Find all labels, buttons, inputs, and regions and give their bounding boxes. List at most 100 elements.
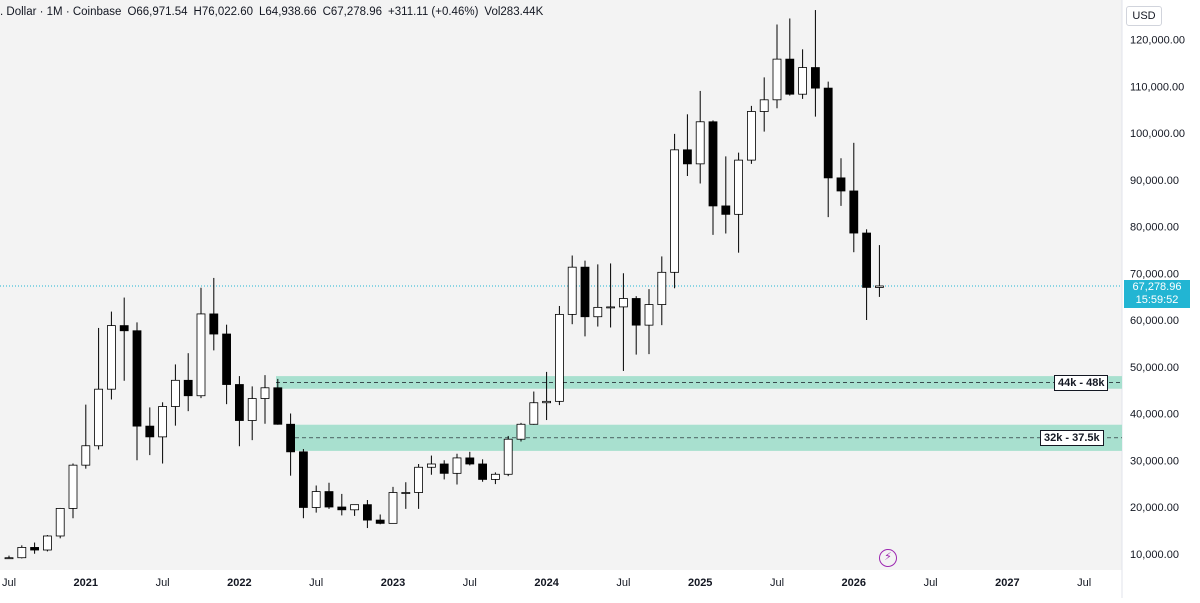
x-tick-label: Jul bbox=[2, 577, 16, 589]
candle-body bbox=[401, 492, 411, 494]
x-tick-label: 2022 bbox=[227, 577, 251, 589]
candle-body bbox=[772, 58, 782, 101]
candle-body bbox=[593, 306, 603, 318]
candle bbox=[324, 482, 334, 509]
candle bbox=[426, 455, 436, 475]
candle-body bbox=[849, 190, 859, 234]
candle-body bbox=[567, 266, 577, 315]
candle-body bbox=[4, 557, 14, 560]
candle bbox=[516, 422, 526, 442]
candle bbox=[811, 10, 820, 117]
candle-body bbox=[759, 99, 769, 112]
candle-body bbox=[555, 313, 564, 402]
symbol-title[interactable]: . Dollar · 1M · Coinbase bbox=[0, 6, 122, 18]
candle-body bbox=[170, 379, 180, 407]
candle bbox=[260, 375, 270, 424]
candle-body bbox=[234, 384, 244, 421]
lightning-icon[interactable]: ⚡ bbox=[879, 549, 897, 567]
y-tick-label: 50,000.00 bbox=[1130, 362, 1179, 374]
y-tick-label: 110,000.00 bbox=[1130, 81, 1184, 93]
candle bbox=[836, 158, 846, 206]
y-tick-label: 40,000.00 bbox=[1130, 409, 1179, 421]
candle bbox=[222, 324, 232, 405]
candle bbox=[644, 289, 654, 355]
candle bbox=[747, 105, 756, 164]
candle-body bbox=[695, 121, 705, 165]
candle bbox=[721, 156, 731, 234]
candle bbox=[94, 327, 103, 450]
candle-body bbox=[823, 87, 833, 179]
candle-body bbox=[683, 149, 692, 165]
candle bbox=[170, 364, 180, 426]
candle bbox=[414, 463, 424, 509]
candle bbox=[298, 449, 308, 519]
candle bbox=[683, 114, 692, 177]
candle bbox=[439, 460, 449, 480]
candles bbox=[4, 10, 884, 560]
candle-body bbox=[273, 387, 283, 425]
candle-body bbox=[183, 379, 193, 397]
candle-body bbox=[17, 547, 27, 559]
candle bbox=[81, 404, 91, 469]
candle-body bbox=[247, 398, 257, 421]
candle-body bbox=[94, 388, 103, 447]
candle bbox=[823, 81, 833, 218]
candle bbox=[670, 133, 679, 289]
candle bbox=[158, 402, 168, 464]
x-tick-label: 2027 bbox=[995, 577, 1019, 589]
support-zones bbox=[276, 376, 1122, 451]
y-tick-label: 90,000.00 bbox=[1130, 175, 1179, 187]
candle-body bbox=[68, 464, 78, 509]
candle-body bbox=[542, 400, 551, 404]
x-tick-label: Jul bbox=[616, 577, 630, 589]
candle bbox=[465, 451, 475, 466]
candle-body bbox=[452, 457, 462, 474]
candle bbox=[798, 49, 807, 99]
candle-body bbox=[119, 325, 129, 332]
candle bbox=[734, 152, 743, 253]
candle-body bbox=[107, 325, 116, 390]
bar-countdown: 15:59:52 bbox=[1135, 294, 1179, 306]
candle bbox=[132, 322, 142, 461]
y-tick-label: 60,000.00 bbox=[1130, 315, 1179, 327]
candle bbox=[401, 482, 411, 509]
candle bbox=[209, 277, 219, 351]
candle bbox=[17, 545, 27, 559]
candle bbox=[337, 493, 347, 516]
candle-body bbox=[811, 67, 820, 89]
y-tick-label: 20,000.00 bbox=[1130, 502, 1179, 514]
y-axis-ticks: 10,000.00 20,000.00 30,000.00 40,000.00 50,0… bbox=[1130, 35, 1185, 561]
candle-body bbox=[426, 463, 436, 468]
candle-body bbox=[516, 423, 526, 440]
legend-header: . Dollar · 1M · Coinbase O66,971.54 H76,… bbox=[0, 6, 549, 24]
candle bbox=[657, 256, 667, 326]
candle-body bbox=[324, 491, 334, 508]
candle-body bbox=[55, 508, 65, 537]
time-scale[interactable] bbox=[0, 570, 1122, 598]
candle bbox=[388, 486, 398, 524]
candle-body bbox=[209, 313, 219, 335]
y-tick-label: 80,000.00 bbox=[1130, 222, 1179, 234]
candle-body bbox=[350, 504, 360, 511]
y-tick-label: 30,000.00 bbox=[1130, 455, 1179, 467]
candle bbox=[119, 297, 129, 381]
y-tick-label: 10,000.00 bbox=[1130, 549, 1179, 561]
candle bbox=[145, 407, 155, 456]
candle bbox=[68, 463, 78, 519]
candle-body bbox=[260, 387, 270, 399]
candle bbox=[452, 453, 462, 485]
candle-body bbox=[503, 438, 513, 475]
candle bbox=[567, 255, 577, 325]
candle bbox=[362, 499, 372, 529]
candle bbox=[478, 459, 488, 482]
candle-body bbox=[644, 304, 654, 326]
currency-button[interactable]: USD bbox=[1126, 6, 1162, 26]
zone-label-upper[interactable]: 44k - 48k bbox=[1054, 374, 1109, 391]
candle-body bbox=[580, 266, 590, 318]
high-value: H76,022.60 bbox=[193, 6, 254, 18]
zone-label-lower[interactable]: 32k - 37.5k bbox=[1040, 429, 1104, 446]
candle-body bbox=[30, 547, 40, 551]
candle-body bbox=[388, 492, 398, 524]
